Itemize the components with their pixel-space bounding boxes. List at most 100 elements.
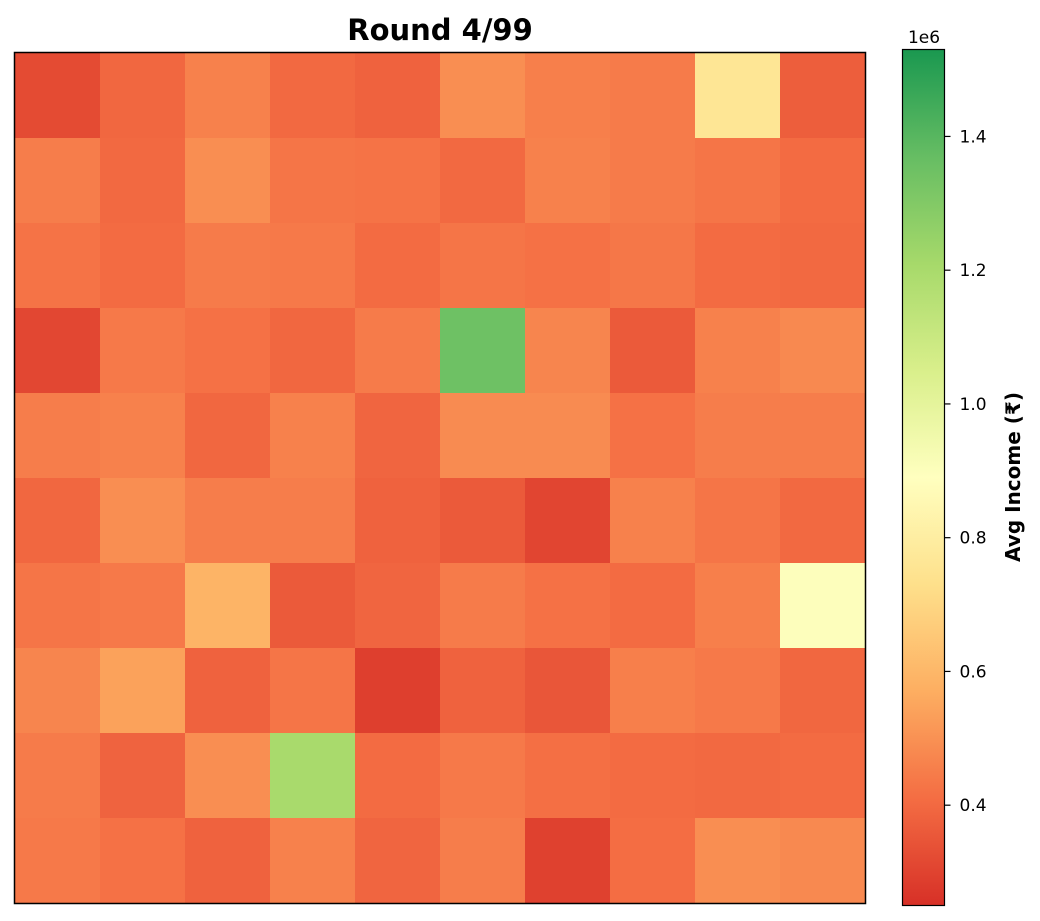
heatmap-cell-r1-c6 (525, 138, 611, 224)
heatmap-cell-r4-c8 (695, 393, 781, 479)
heatmap-cell-r6-c0 (15, 563, 101, 649)
heatmap-cell-r5-c7 (610, 478, 696, 564)
heatmap-cell-r4-c5 (440, 393, 526, 479)
heatmap-cell-r4-c4 (355, 393, 441, 479)
heatmap-cell-r9-c4 (355, 818, 441, 904)
colorbar-ticks: 0.4 0.6 0.8 1.0 1.2 1.4 (944, 127, 987, 816)
heatmap-cell-r6-c3 (270, 563, 356, 649)
heatmap-cell-r8-c0 (15, 733, 101, 819)
heatmap-cell-r0-c3 (270, 53, 356, 139)
heatmap-cell-r0-c9 (780, 53, 866, 139)
heatmap-cell-r7-c4 (355, 648, 441, 734)
colorbar-label: Avg Income (₹) (1001, 392, 1025, 562)
heatmap-cell-r5-c1 (100, 478, 186, 564)
colorbar-tick-label: 0.4 (960, 796, 987, 816)
heatmap-cell-r6-c9 (780, 563, 866, 649)
heatmap-cell-r8-c1 (100, 733, 186, 819)
heatmap-cell-r5-c5 (440, 478, 526, 564)
heatmap-cell-r3-c4 (355, 308, 441, 394)
heatmap-cell-r8-c9 (780, 733, 866, 819)
heatmap-cell-r8-c5 (440, 733, 526, 819)
heatmap-cell-r7-c2 (185, 648, 271, 734)
heatmap-cell-r9-c8 (695, 818, 781, 904)
heatmap-cell-r2-c0 (15, 223, 101, 309)
colorbar-tick-label: 0.8 (960, 529, 987, 549)
heatmap-cell-r8-c6 (525, 733, 611, 819)
heatmap-cell-r1-c2 (185, 138, 271, 224)
heatmap-cell-r8-c3 (270, 733, 356, 819)
heatmap-cell-r2-c7 (610, 223, 696, 309)
heatmap-cell-r5-c9 (780, 478, 866, 564)
heatmap-cell-r6-c1 (100, 563, 186, 649)
heatmap-cell-r3-c1 (100, 308, 186, 394)
heatmap-cell-r4-c3 (270, 393, 356, 479)
heatmap-cell-r2-c9 (780, 223, 866, 309)
heatmap-cell-r0-c6 (525, 53, 611, 139)
heatmap-cell-r7-c5 (440, 648, 526, 734)
heatmap-cell-r6-c6 (525, 563, 611, 649)
heatmap-cell-r6-c5 (440, 563, 526, 649)
heatmap-cell-r4-c6 (525, 393, 611, 479)
heatmap-cell-r3-c7 (610, 308, 696, 394)
heatmap-cell-r9-c5 (440, 818, 526, 904)
heatmap-cell-r6-c4 (355, 563, 441, 649)
heatmap-cell-r5-c0 (15, 478, 101, 564)
heatmap-cell-r9-c6 (525, 818, 611, 904)
colorbar-tick-label: 1.0 (960, 395, 987, 415)
heatmap-cell-r9-c2 (185, 818, 271, 904)
heatmap-cell-r0-c5 (440, 53, 526, 139)
heatmap-cell-r5-c3 (270, 478, 356, 564)
colorbar-tick-label: 1.4 (960, 127, 987, 147)
heatmap-cell-r3-c9 (780, 308, 866, 394)
colorbar (901, 48, 946, 907)
heatmap-cell-r4-c1 (100, 393, 186, 479)
heatmap-cell-r9-c0 (15, 818, 101, 904)
heatmap-cell-r9-c7 (610, 818, 696, 904)
heatmap-cell-r7-c0 (15, 648, 101, 734)
heatmap-cell-r3-c6 (525, 308, 611, 394)
heatmap-cell-r5-c4 (355, 478, 441, 564)
heatmap-cell-r1-c8 (695, 138, 781, 224)
heatmap-cell-r3-c0 (15, 308, 101, 394)
heatmap-cell-r0-c8 (695, 53, 781, 139)
heatmap-cell-r9-c3 (270, 818, 356, 904)
heatmap-cell-r1-c5 (440, 138, 526, 224)
chart-title: Round 4/99 (347, 13, 533, 47)
heatmap-cell-r2-c4 (355, 223, 441, 309)
heatmap-cell-r1-c3 (270, 138, 356, 224)
heatmap-cell-r0-c0 (15, 53, 101, 139)
heatmap-cell-r7-c9 (780, 648, 866, 734)
heatmap-cell-r5-c8 (695, 478, 781, 564)
heatmap-cell-r2-c3 (270, 223, 356, 309)
heatmap-cell-r0-c4 (355, 53, 441, 139)
heatmap-cells (15, 53, 866, 904)
heatmap-cell-r0-c7 (610, 53, 696, 139)
heatmap-cell-r3-c8 (695, 308, 781, 394)
heatmap-cell-r1-c0 (15, 138, 101, 224)
heatmap-cell-r2-c8 (695, 223, 781, 309)
heatmap-cell-r7-c8 (695, 648, 781, 734)
colorbar-tick-label: 1.2 (960, 261, 987, 281)
colorbar-tick-label: 0.6 (960, 662, 987, 682)
heatmap-cell-r6-c7 (610, 563, 696, 649)
heatmap-cell-r3-c3 (270, 308, 356, 394)
heatmap-cell-r2-c1 (100, 223, 186, 309)
heatmap-cell-r2-c6 (525, 223, 611, 309)
colorbar-offset-text: 1e6 (908, 28, 940, 48)
heatmap-cell-r5-c6 (525, 478, 611, 564)
heatmap-cell-r1-c1 (100, 138, 186, 224)
heatmap-cell-r2-c2 (185, 223, 271, 309)
heatmap-cell-r0-c1 (100, 53, 186, 139)
heatmap-frame (13, 51, 867, 905)
heatmap-cell-r4-c0 (15, 393, 101, 479)
heatmap-cell-r7-c6 (525, 648, 611, 734)
heatmap-cell-r1-c9 (780, 138, 866, 224)
heatmap-cell-r4-c9 (780, 393, 866, 479)
heatmap-cell-r8-c8 (695, 733, 781, 819)
heatmap-cell-r7-c1 (100, 648, 186, 734)
heatmap-cell-r6-c2 (185, 563, 271, 649)
heatmap-cell-r2-c5 (440, 223, 526, 309)
heatmap-cell-r1-c7 (610, 138, 696, 224)
heatmap-cell-r9-c1 (100, 818, 186, 904)
